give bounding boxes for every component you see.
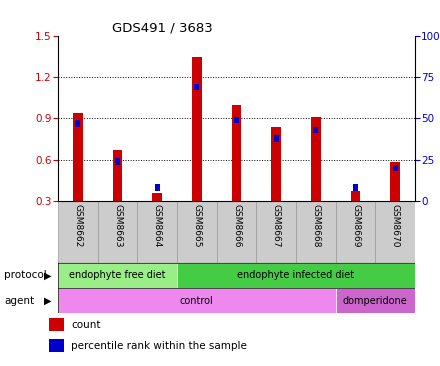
Text: percentile rank within the sample: percentile rank within the sample [71, 341, 247, 351]
Bar [155, 184, 160, 191]
Bar [274, 135, 279, 142]
Bar [75, 120, 80, 127]
Text: GSM8666: GSM8666 [232, 204, 241, 248]
Bar [58, 263, 177, 288]
Bar [49, 339, 64, 352]
Bar [98, 201, 137, 263]
Text: GSM8665: GSM8665 [192, 204, 202, 248]
Bar [313, 127, 318, 133]
Bar [58, 288, 336, 313]
Text: GSM8667: GSM8667 [271, 204, 281, 248]
Bar [296, 201, 336, 263]
Bar [271, 127, 281, 201]
Text: protocol: protocol [4, 270, 47, 280]
Text: GSM8670: GSM8670 [391, 204, 400, 248]
Bar [177, 263, 415, 288]
Text: GSM8662: GSM8662 [73, 204, 82, 247]
Text: endophyte free diet: endophyte free diet [69, 270, 166, 280]
Text: agent: agent [4, 295, 34, 306]
Bar [311, 117, 321, 201]
Bar [390, 163, 400, 201]
Bar [257, 201, 296, 263]
Bar [336, 201, 375, 263]
Bar [231, 105, 242, 201]
Bar [73, 113, 83, 201]
Bar [192, 57, 202, 201]
Text: GSM8663: GSM8663 [113, 204, 122, 248]
Bar [351, 191, 360, 201]
Text: domperidone: domperidone [343, 295, 408, 306]
Bar [137, 201, 177, 263]
Text: GSM8668: GSM8668 [312, 204, 320, 248]
Text: GSM8669: GSM8669 [351, 204, 360, 248]
Bar [49, 318, 64, 331]
Bar [393, 165, 398, 171]
Text: control: control [180, 295, 214, 306]
Text: ▶: ▶ [44, 295, 51, 306]
Text: endophyte infected diet: endophyte infected diet [238, 270, 355, 280]
Bar [216, 201, 257, 263]
Text: GSM8664: GSM8664 [153, 204, 161, 247]
Text: GDS491 / 3683: GDS491 / 3683 [112, 22, 212, 35]
Text: ▶: ▶ [44, 270, 51, 280]
Text: count: count [71, 320, 101, 329]
Bar [113, 150, 122, 201]
Bar [234, 117, 239, 123]
Bar [194, 84, 199, 90]
Bar [58, 201, 98, 263]
Bar [336, 288, 415, 313]
Bar [115, 158, 120, 165]
Bar [375, 201, 415, 263]
Bar [177, 201, 216, 263]
Bar [353, 184, 358, 191]
Bar [152, 193, 162, 201]
